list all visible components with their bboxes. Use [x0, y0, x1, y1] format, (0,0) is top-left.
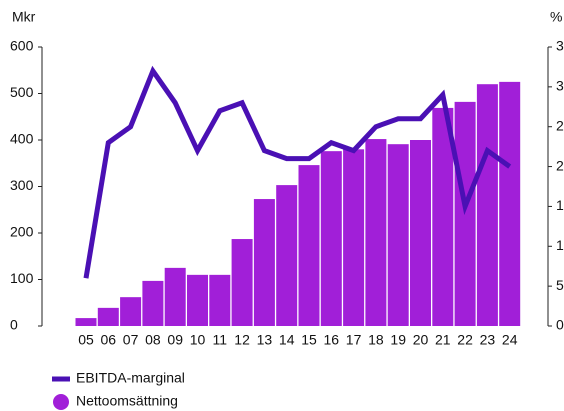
x-tick-label: 20 [413, 332, 429, 348]
y-tick-label: 200 [10, 224, 34, 240]
x-tick-label: 12 [234, 332, 250, 348]
x-tick-label: 14 [279, 332, 295, 348]
y-tick-label: 0 [10, 317, 18, 333]
x-tick-label: 18 [368, 332, 384, 348]
y2-tick-label: 10 [556, 237, 564, 253]
x-tick-label: 13 [257, 332, 273, 348]
bar [432, 107, 454, 326]
y-tick-label: 500 [10, 84, 34, 100]
y-tick-label: 300 [10, 177, 34, 193]
y-tick-label: 100 [10, 270, 34, 286]
bar [343, 149, 365, 326]
legend-dot [53, 394, 69, 410]
line [83, 65, 512, 279]
bar [454, 101, 476, 327]
y2-tick-label: 25 [556, 117, 564, 133]
y2-tick-label: 20 [556, 157, 564, 173]
y2-tick-label: 0 [556, 317, 564, 333]
bar [97, 307, 119, 326]
bar [120, 297, 142, 326]
y2-tick-label: 30 [556, 78, 564, 94]
bar [476, 84, 498, 326]
bar [365, 139, 387, 326]
x-tick-label: 23 [480, 332, 496, 348]
bar [253, 199, 275, 326]
bar [209, 274, 231, 326]
y-axis-label: Mkr [12, 9, 36, 25]
y2-tick-label: 5 [556, 277, 564, 293]
bar [298, 165, 320, 326]
x-tick-label: 11 [213, 332, 228, 348]
bar [499, 81, 521, 326]
x-tick-label: 09 [167, 332, 183, 348]
legend-label: Nettoomsättning [76, 393, 178, 409]
bar [320, 151, 342, 326]
bar [231, 239, 253, 326]
y2-tick-label: 15 [556, 197, 564, 213]
legend-label: EBITDA-marginal [76, 370, 185, 386]
x-tick-label: 07 [123, 332, 139, 348]
x-tick-label: 05 [78, 332, 94, 348]
bar [164, 267, 186, 326]
x-tick-label: 22 [457, 332, 473, 348]
bar [410, 140, 431, 326]
bar [142, 280, 164, 326]
bar [187, 274, 208, 326]
y-tick-label: 400 [10, 131, 34, 147]
bar [276, 185, 298, 326]
x-tick-label: 19 [390, 332, 406, 348]
x-tick-label: 16 [324, 332, 340, 348]
x-tick-label: 21 [435, 332, 451, 348]
bar [387, 144, 409, 326]
x-tick-label: 10 [190, 332, 206, 348]
x-tick-label: 24 [502, 332, 518, 348]
x-tick-label: 06 [101, 332, 117, 348]
bar [75, 318, 97, 326]
y2-axis-label: % [550, 9, 562, 25]
x-tick-label: 15 [301, 332, 317, 348]
y2-tick-label: 35 [556, 38, 564, 54]
x-tick-label: 17 [346, 332, 362, 348]
x-tick-label: 08 [145, 332, 161, 348]
y-tick-label: 600 [10, 38, 34, 54]
